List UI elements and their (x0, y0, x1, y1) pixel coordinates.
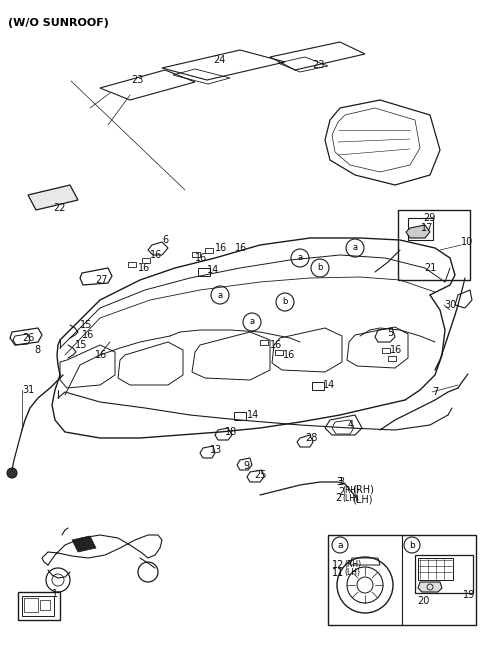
Text: 16: 16 (138, 263, 150, 273)
Bar (398, 210, 470, 280)
Text: 22: 22 (53, 203, 65, 213)
Text: 21: 21 (424, 263, 436, 273)
Text: 14: 14 (207, 265, 219, 275)
Text: 16: 16 (95, 350, 107, 360)
Text: 14: 14 (247, 410, 259, 420)
Text: a: a (298, 253, 302, 263)
Polygon shape (418, 582, 442, 592)
Text: 30: 30 (444, 300, 456, 310)
Text: 16: 16 (195, 253, 207, 263)
Bar (192, 252, 200, 257)
Text: 17: 17 (421, 223, 433, 233)
Polygon shape (72, 536, 96, 552)
Text: 24: 24 (213, 55, 226, 65)
Text: 12: 12 (332, 560, 344, 570)
Bar (22, 596, 54, 616)
Text: 31: 31 (22, 385, 34, 395)
Text: 28: 28 (305, 433, 317, 443)
Text: 14: 14 (323, 380, 335, 390)
Bar (328, 535, 476, 625)
Text: 25: 25 (254, 470, 266, 480)
Text: a: a (337, 540, 343, 550)
Text: (RH): (RH) (342, 485, 359, 495)
Text: 27: 27 (95, 275, 108, 285)
Text: a: a (217, 291, 223, 299)
Text: (W/O SUNROOF): (W/O SUNROOF) (8, 18, 109, 28)
Polygon shape (406, 225, 430, 238)
Bar (18, 592, 60, 620)
Text: (LH): (LH) (344, 569, 360, 578)
Text: 3: 3 (336, 477, 342, 487)
Text: 29: 29 (423, 213, 435, 223)
Text: 7: 7 (432, 387, 438, 397)
Text: 16: 16 (235, 243, 247, 253)
Text: 8: 8 (34, 345, 40, 355)
Bar (260, 340, 268, 345)
Text: 2: 2 (336, 493, 342, 503)
Text: 10: 10 (461, 237, 473, 247)
Circle shape (7, 468, 17, 478)
Bar (415, 555, 473, 593)
Text: 13: 13 (210, 445, 222, 455)
Text: (RH): (RH) (344, 561, 361, 569)
Bar (142, 258, 150, 263)
Text: 3: 3 (338, 477, 344, 487)
Bar (24, 598, 38, 612)
Bar (408, 218, 433, 240)
Text: 26: 26 (22, 333, 35, 343)
Text: 16: 16 (270, 340, 282, 350)
Text: 23: 23 (131, 75, 144, 85)
Text: 2: 2 (338, 487, 344, 497)
Bar (382, 348, 390, 353)
Bar (418, 558, 453, 580)
Text: 16: 16 (150, 250, 162, 260)
Text: 5: 5 (387, 328, 393, 338)
Bar (128, 262, 136, 267)
Text: 16: 16 (215, 243, 227, 253)
Text: 23: 23 (312, 60, 324, 70)
Text: 15: 15 (75, 340, 87, 350)
Text: a: a (250, 318, 254, 326)
Text: b: b (282, 297, 288, 307)
Text: 16: 16 (390, 345, 402, 355)
Text: 1: 1 (52, 589, 58, 599)
Text: 16: 16 (283, 350, 295, 360)
Text: 11: 11 (332, 568, 344, 578)
Text: 9: 9 (243, 461, 249, 471)
Text: 20: 20 (417, 596, 430, 606)
Text: (LH): (LH) (342, 493, 358, 502)
Bar (275, 350, 283, 355)
Text: b: b (409, 540, 415, 550)
Polygon shape (28, 185, 78, 210)
Text: 4: 4 (348, 420, 354, 430)
Text: 18: 18 (225, 427, 237, 437)
Bar (388, 356, 396, 361)
Text: 19: 19 (463, 590, 475, 600)
Bar (40, 600, 50, 610)
Text: (RH): (RH) (352, 484, 374, 494)
Bar (205, 248, 213, 253)
Text: b: b (317, 263, 323, 272)
Text: (LH): (LH) (352, 494, 372, 504)
Text: a: a (352, 244, 358, 252)
Text: 15: 15 (80, 320, 92, 330)
Text: 16: 16 (82, 330, 94, 340)
Text: 6: 6 (162, 235, 168, 245)
